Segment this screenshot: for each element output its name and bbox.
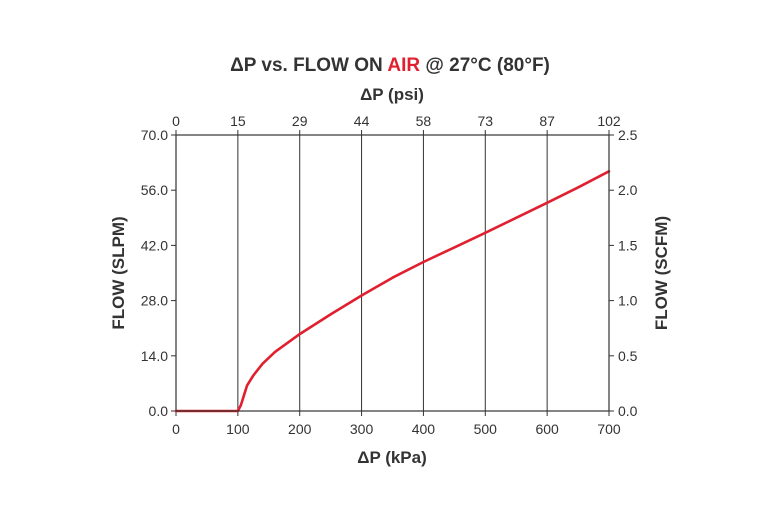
y-right-tick-label: 1.0: [618, 293, 638, 309]
x-bottom-tick-label: 0: [172, 421, 180, 437]
x-bottom-tick-label: 500: [474, 421, 498, 437]
x-top-tick-label: 58: [416, 113, 432, 129]
y-left-tick-label: 42.0: [141, 237, 168, 253]
plot-frame: [175, 134, 610, 412]
y-left-tick-label: 56.0: [141, 182, 168, 198]
y-left-tick-label: 70.0: [141, 127, 168, 143]
x-top-tick-label: 0: [172, 113, 180, 129]
y-right-tick-label: 2.0: [618, 182, 638, 198]
x-bottom-axis-title: ΔP (kPa): [357, 448, 427, 467]
y-right-tick-label: 1.5: [618, 237, 638, 253]
chart-title: ΔP vs. FLOW ON AIR @ 27°C (80°F): [230, 55, 550, 76]
y-left-axis-title: FLOW (SLPM): [109, 216, 128, 329]
x-top-axis-title: ΔP (psi): [360, 85, 424, 104]
x-bottom-tick-label: 100: [226, 421, 250, 437]
x-top-tick-label: 29: [292, 113, 308, 129]
flow-series-line: [174, 170, 611, 413]
x-top-tick-label: 15: [230, 113, 246, 129]
tick-layer: 0 0 100 15 200 29 300 44 400 58 500 73 600 87 700 102 0.…: [141, 113, 638, 437]
x-top-tick-label: 44: [354, 113, 370, 129]
x-bottom-tick-label: 200: [288, 421, 312, 437]
x-bottom-tick-label: 700: [597, 421, 621, 437]
chart-title-highlight: AIR: [387, 55, 420, 76]
y-left-tick-label: 0.0: [149, 403, 169, 419]
y-left-tick-label: 28.0: [141, 293, 168, 309]
y-right-tick-label: 2.5: [618, 127, 638, 143]
x-bottom-tick-label: 400: [412, 421, 436, 437]
series-layer: [174, 170, 611, 413]
x-top-tick-label: 102: [597, 113, 621, 129]
grid-layer: [175, 135, 610, 411]
y-right-tick-label: 0.0: [618, 403, 638, 419]
x-bottom-tick-label: 600: [535, 421, 559, 437]
x-bottom-tick-label: 300: [350, 421, 374, 437]
x-top-tick-label: 73: [477, 113, 493, 129]
x-top-tick-label: 87: [539, 113, 555, 129]
y-right-axis-title: FLOW (SCFM): [652, 216, 671, 330]
y-left-tick-label: 14.0: [141, 348, 168, 364]
chart-title-suffix: @ 27°C (80°F): [420, 55, 550, 76]
y-right-tick-label: 0.5: [618, 348, 638, 364]
chart-title-prefix: ΔP vs. FLOW ON: [230, 55, 387, 76]
